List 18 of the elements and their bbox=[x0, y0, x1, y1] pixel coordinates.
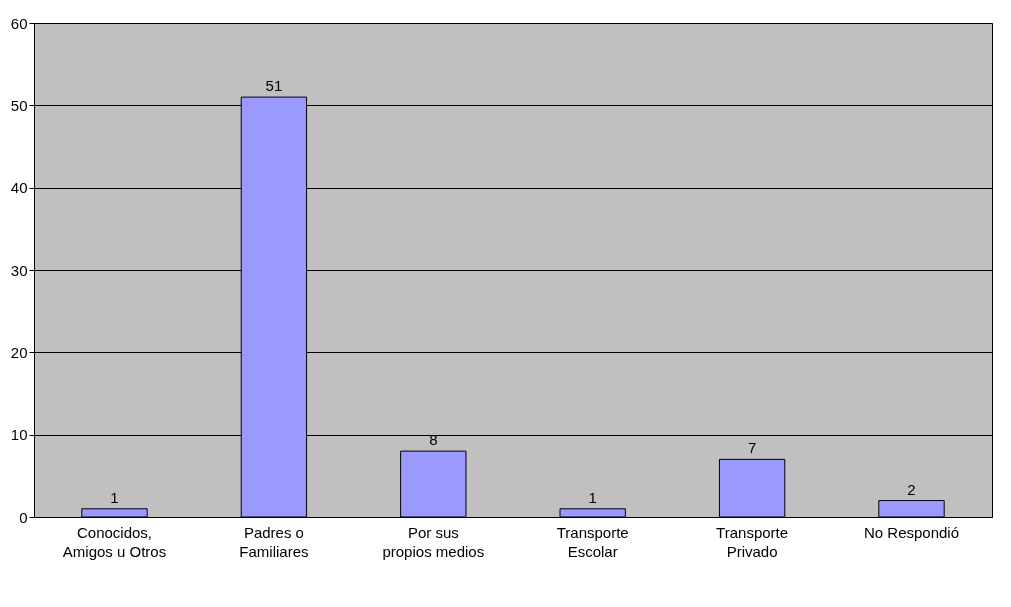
y-tick-label: 40 bbox=[10, 179, 28, 197]
y-tick-label: 10 bbox=[10, 426, 28, 444]
x-tick-label: No Respondió bbox=[863, 523, 960, 541]
data-label: 7 bbox=[747, 439, 757, 457]
data-label: 51 bbox=[265, 77, 283, 95]
y-tick-label: 30 bbox=[10, 261, 28, 279]
data-label: 1 bbox=[588, 488, 597, 506]
data-label: 1 bbox=[110, 488, 119, 506]
x-tick-label: Conocidos, Amigos u Otros bbox=[62, 523, 167, 560]
x-tick-label: Transporte Privado bbox=[716, 523, 789, 560]
x-tick-label: Transporte Escolar bbox=[556, 523, 629, 560]
x-tick-label: Padres o Familiares bbox=[239, 523, 309, 560]
y-tick-label: 60 bbox=[10, 14, 28, 32]
y-tick-label: 50 bbox=[10, 96, 28, 114]
x-tick-label: Por sus propios medios bbox=[382, 523, 485, 560]
data-label: 2 bbox=[907, 480, 916, 498]
y-tick-label: 0 bbox=[19, 508, 28, 526]
y-tick-label: 20 bbox=[10, 343, 28, 361]
